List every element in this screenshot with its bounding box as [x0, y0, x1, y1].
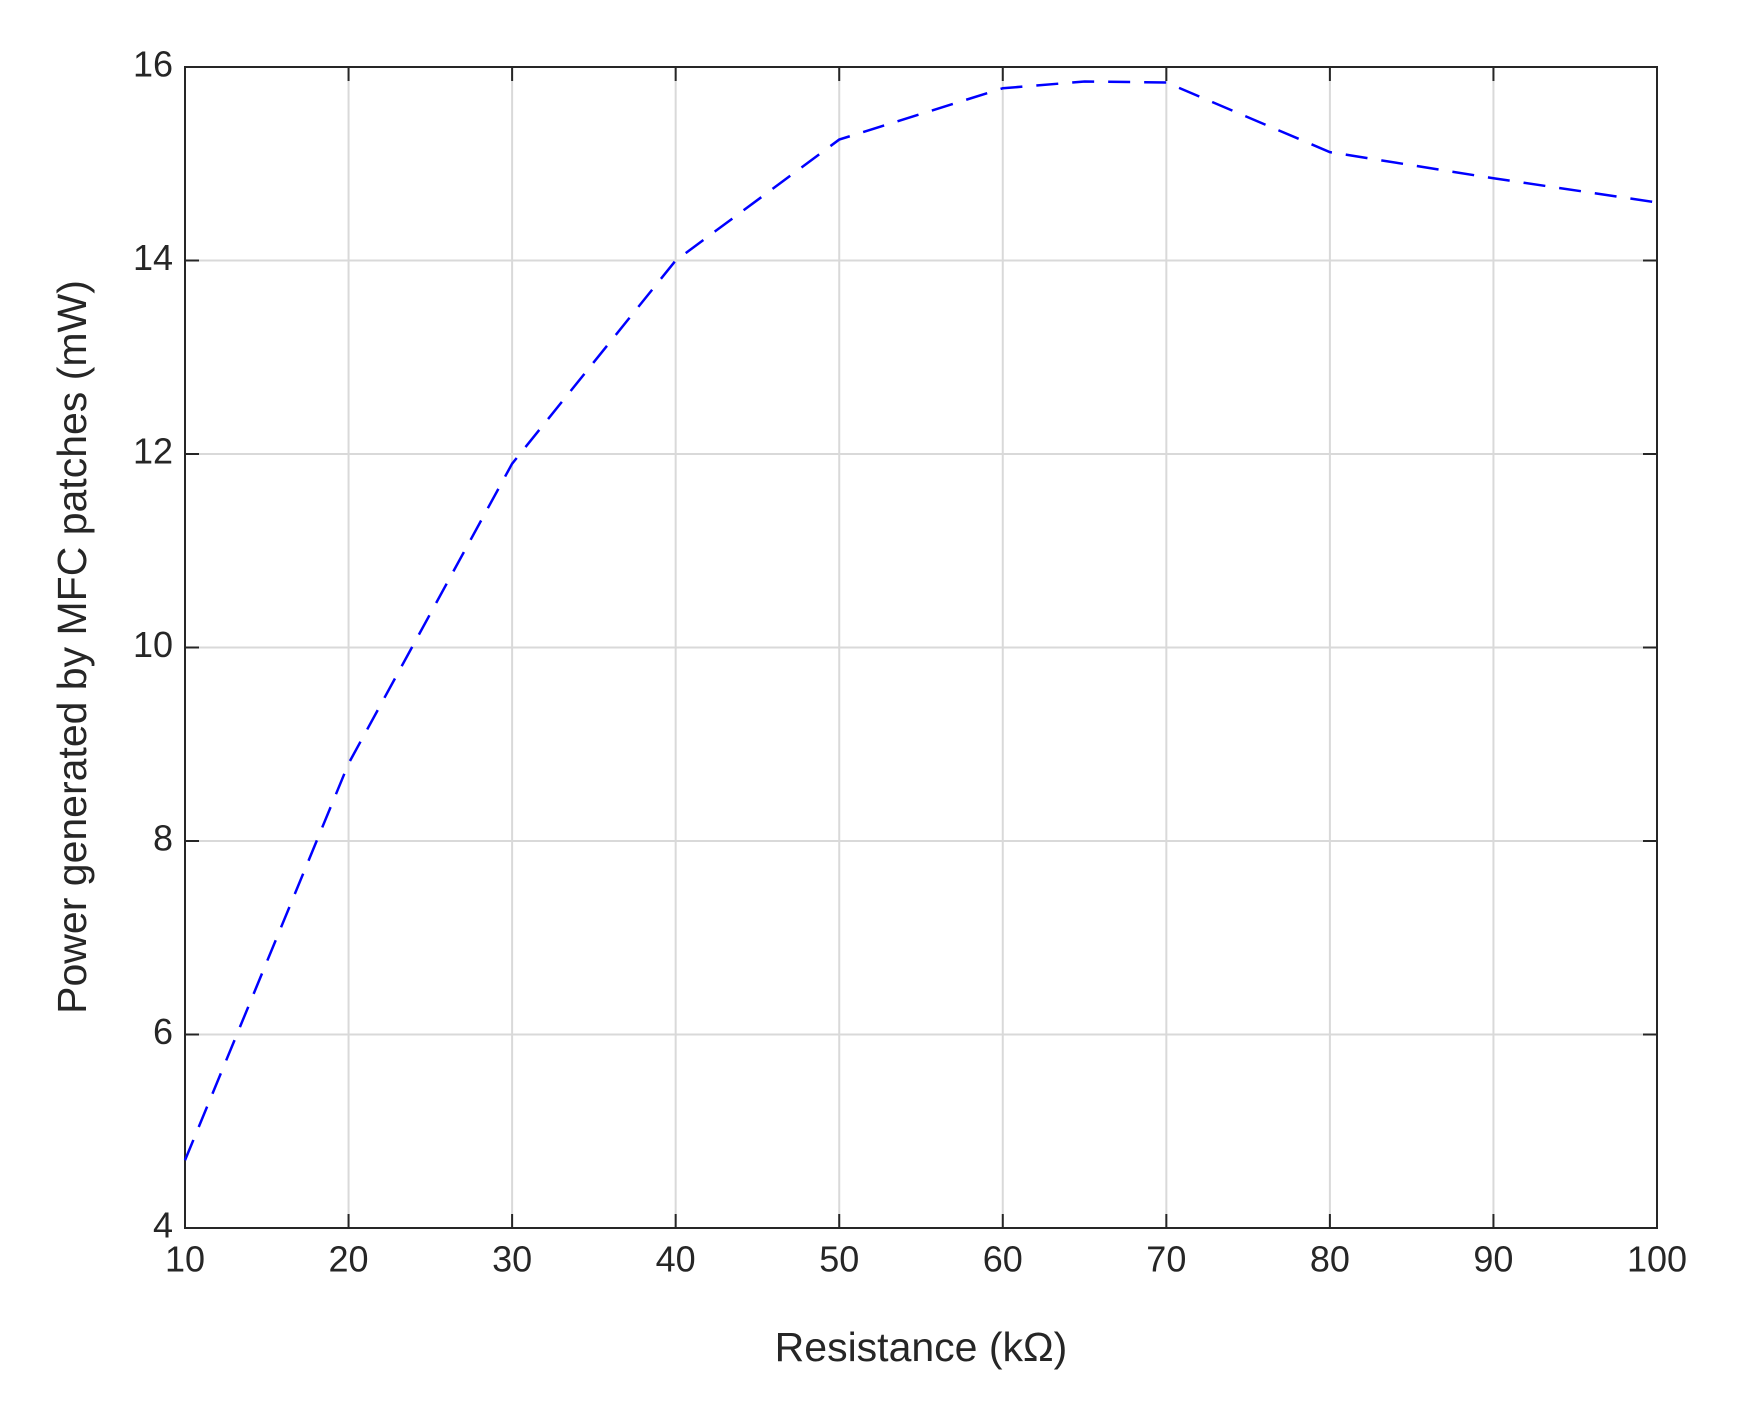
- x-tick-label: 60: [983, 1239, 1023, 1280]
- y-tick-label: 14: [133, 237, 173, 278]
- x-tick-label: 100: [1627, 1239, 1687, 1280]
- y-tick-label: 12: [133, 431, 173, 472]
- x-tick-label: 20: [329, 1239, 369, 1280]
- x-tick-label: 90: [1473, 1239, 1513, 1280]
- y-tick-label: 10: [133, 624, 173, 665]
- x-tick-label: 40: [656, 1239, 696, 1280]
- y-axis-label: Power generated by MFC patches (mW): [49, 280, 95, 1014]
- x-tick-label: 80: [1310, 1239, 1350, 1280]
- x-tick-label: 30: [492, 1239, 532, 1280]
- plot-frame: [184, 66, 1658, 1229]
- x-tick-label: 10: [165, 1239, 205, 1280]
- y-tick-label: 4: [153, 1205, 173, 1246]
- x-tick-label: 50: [819, 1239, 859, 1280]
- data-line: [183, 80, 1658, 1161]
- x-tick-label: 70: [1146, 1239, 1186, 1280]
- y-tick-label: 8: [153, 818, 173, 859]
- y-tick-label: 16: [133, 44, 173, 85]
- x-axis-label: Resistance (kΩ): [775, 1324, 1068, 1370]
- y-tick-label: 6: [153, 1011, 173, 1052]
